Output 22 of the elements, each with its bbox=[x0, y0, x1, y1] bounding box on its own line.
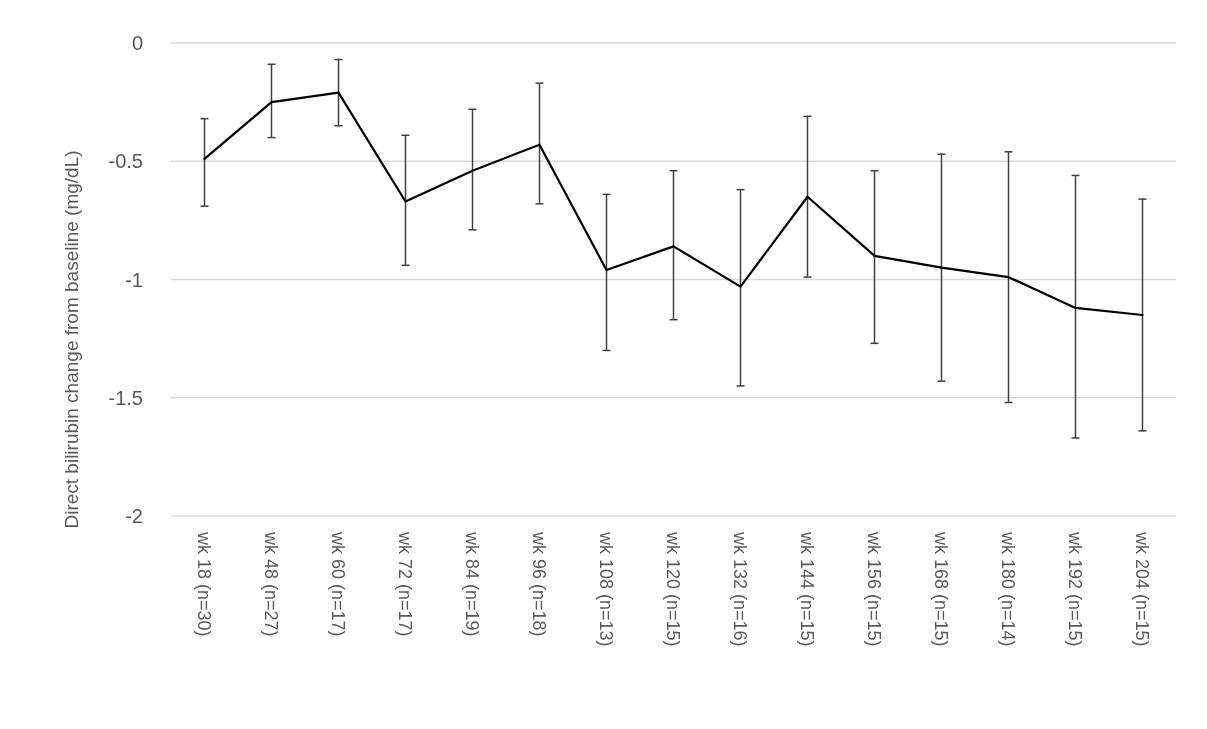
x-tick-label: wk 108 (n=13) bbox=[596, 531, 617, 647]
y-tick-label: -0.5 bbox=[108, 150, 143, 173]
x-tick-label: wk 18 (n=30) bbox=[194, 531, 215, 637]
y-tick-label: -1 bbox=[125, 268, 143, 291]
x-tick-label: wk 204 (n=15) bbox=[1132, 531, 1153, 647]
y-tick-label: 0 bbox=[131, 32, 143, 54]
x-tick-label: wk 144 (n=15) bbox=[797, 531, 818, 647]
x-tick-label: wk 192 (n=15) bbox=[1065, 531, 1086, 647]
x-tick-label: wk 60 (n=17) bbox=[328, 531, 349, 637]
x-tick-label: wk 84 (n=19) bbox=[462, 531, 483, 637]
y-tick-label: -1.5 bbox=[108, 386, 143, 409]
x-tick-label: wk 132 (n=16) bbox=[730, 531, 751, 647]
line-series bbox=[203, 91, 1144, 317]
y-tick-label: -2 bbox=[125, 505, 143, 527]
y-axis-title: Direct bilirubin change from baseline (mg/dL) bbox=[61, 150, 82, 529]
x-tick-label: wk 48 (n=27) bbox=[261, 531, 282, 637]
x-tick-label: wk 156 (n=15) bbox=[864, 531, 885, 647]
x-tick-label: wk 96 (n=18) bbox=[529, 531, 550, 637]
x-tick-label: wk 72 (n=17) bbox=[395, 531, 416, 637]
x-tick-label: wk 180 (n=14) bbox=[998, 531, 1019, 647]
x-tick-label: wk 120 (n=15) bbox=[663, 531, 684, 647]
x-tick-label: wk 168 (n=15) bbox=[931, 531, 952, 647]
